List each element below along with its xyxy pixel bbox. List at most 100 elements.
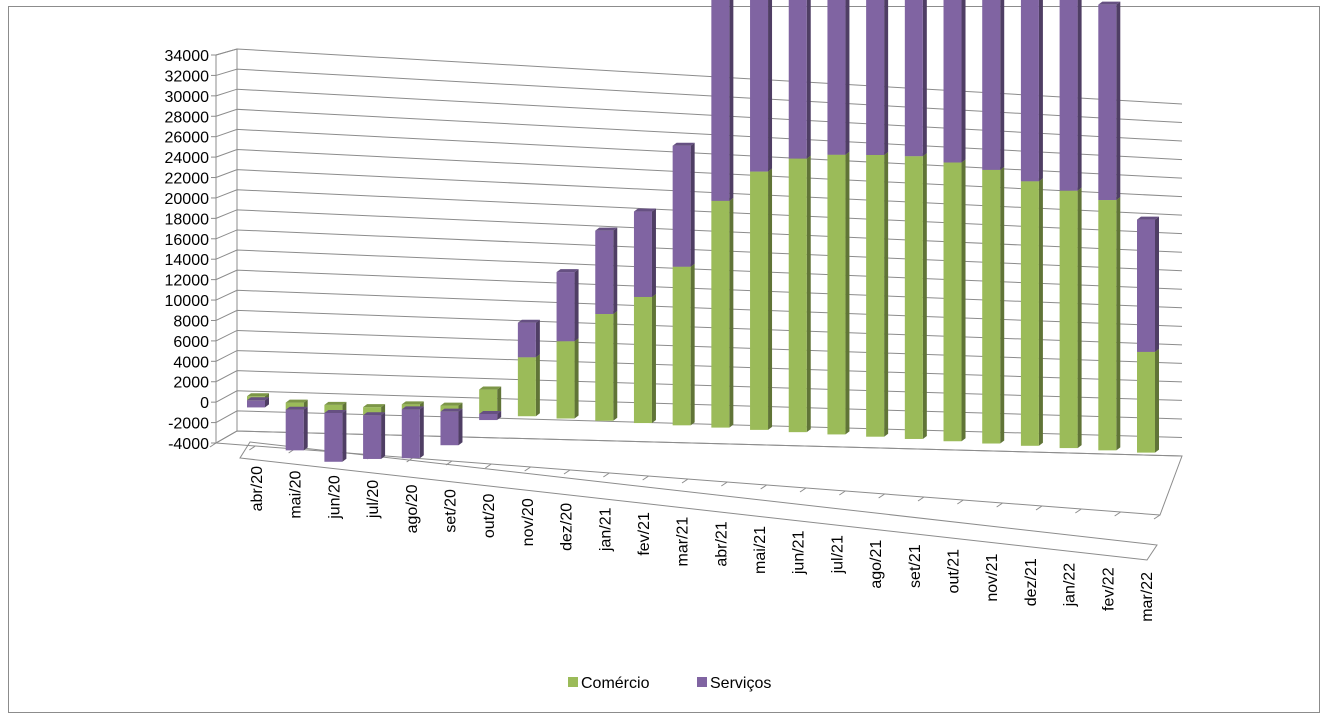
bar-top <box>401 401 424 405</box>
bar-stack <box>479 386 502 421</box>
bar-top <box>401 406 424 410</box>
x-tick-label: dez/21 <box>1023 558 1040 606</box>
y-tick-label: 8000 <box>173 313 209 330</box>
x-tick-label: jul/21 <box>829 535 846 574</box>
bar-stack <box>788 0 811 433</box>
y-axis-tick-labels: -4000 -2000 0 2000 4000 6000 8000 10000 12000 140… <box>165 48 210 453</box>
y-tick-label: 34000 <box>165 48 210 65</box>
bar-comercio <box>750 171 769 430</box>
x-tick-label: abr/20 <box>249 466 266 511</box>
bar-stack <box>827 0 850 435</box>
bar-side <box>265 397 269 408</box>
bar-servicos <box>711 0 730 201</box>
bar-stack <box>517 319 540 417</box>
x-tick-mark <box>209 442 217 448</box>
bar-side <box>729 197 734 428</box>
bar-side <box>574 338 579 419</box>
chart-walls <box>215 48 238 444</box>
bar-servicos <box>595 230 614 315</box>
bar-servicos <box>788 0 807 159</box>
y-tick-label: 2000 <box>173 375 209 392</box>
bar-side <box>768 168 773 430</box>
bar-side <box>1077 187 1082 449</box>
bar-stack <box>556 269 579 419</box>
x-tick-mark <box>721 481 728 487</box>
bar-top <box>247 393 269 397</box>
y-tick-label: -2000 <box>168 416 209 433</box>
bar-stack <box>866 0 889 437</box>
x-tick-label: mar/22 <box>1139 572 1156 622</box>
bar-side <box>381 412 386 459</box>
bar-top <box>672 142 695 146</box>
bar-side <box>729 0 734 201</box>
bar-side <box>922 153 927 439</box>
x-tick-label: nov/21 <box>984 553 1001 601</box>
bar-side <box>806 155 811 433</box>
x-tick-mark <box>1114 511 1121 517</box>
bar-servicos <box>1020 0 1039 182</box>
bar-comercio <box>595 314 614 421</box>
x-tick-label: jul/20 <box>365 480 382 519</box>
bar-side <box>574 269 579 342</box>
bar-top <box>324 401 347 405</box>
bar-stack <box>285 399 308 451</box>
bar-top <box>556 269 579 273</box>
x-tick-label: set/20 <box>442 489 459 533</box>
bar-side <box>922 0 927 157</box>
bar-side <box>845 151 850 435</box>
bar-servicos <box>440 411 459 446</box>
bar-side <box>497 386 502 414</box>
bar-servicos <box>904 0 923 157</box>
bar-top <box>633 208 656 212</box>
bar-stack <box>1098 1 1121 451</box>
bar-comercio <box>711 200 730 428</box>
bar-side <box>1038 0 1043 182</box>
bar-stack <box>1059 0 1082 449</box>
x-tick-mark <box>878 493 885 499</box>
bar-top <box>595 227 618 231</box>
bar-comercio <box>904 156 923 439</box>
bar-top <box>1098 1 1121 5</box>
bar-comercio <box>788 158 807 433</box>
bar-stack <box>904 0 927 439</box>
x-tick-label: nov/20 <box>520 498 537 546</box>
bar-servicos <box>401 409 420 459</box>
bar-side <box>1038 178 1043 446</box>
y-tick-label: 0 <box>200 395 209 412</box>
y-tick-label: -4000 <box>168 436 209 453</box>
x-tick-label: fev/22 <box>1100 567 1117 611</box>
bar-servicos <box>672 145 691 267</box>
x-tick-label: dez/20 <box>559 503 576 551</box>
bar-comercio <box>982 169 1001 444</box>
x-tick-mark <box>603 472 610 478</box>
y-tick-label: 16000 <box>165 232 210 249</box>
bar-servicos <box>517 322 536 358</box>
side-wall <box>215 48 238 444</box>
bar-side <box>884 0 889 155</box>
bar-comercio <box>440 405 459 412</box>
bar-side <box>1155 216 1159 352</box>
bar-side <box>961 159 966 442</box>
bar-top <box>440 408 463 412</box>
bar-stack <box>672 142 695 426</box>
bar-comercio <box>672 266 691 426</box>
bar-comercio <box>517 357 536 417</box>
bar-side <box>613 311 618 421</box>
bar-side <box>419 406 424 459</box>
bar-side <box>806 0 811 159</box>
x-tick-label: mai/20 <box>288 471 305 519</box>
bar-servicos <box>1137 219 1155 352</box>
y-tick-label: 12000 <box>165 273 210 290</box>
x-tick-mark <box>524 466 531 472</box>
bar-side <box>497 410 502 421</box>
bar-top <box>479 386 502 390</box>
y-tick-label: 10000 <box>165 293 210 310</box>
bar-comercio <box>556 341 575 419</box>
bar-stack <box>1020 0 1043 446</box>
y-tick-label: 30000 <box>165 89 210 106</box>
bar-comercio <box>866 154 885 437</box>
y-tick-label: 20000 <box>165 191 210 208</box>
bar-side <box>535 354 540 417</box>
bar-top <box>363 412 386 416</box>
bar-stack <box>982 0 1005 444</box>
